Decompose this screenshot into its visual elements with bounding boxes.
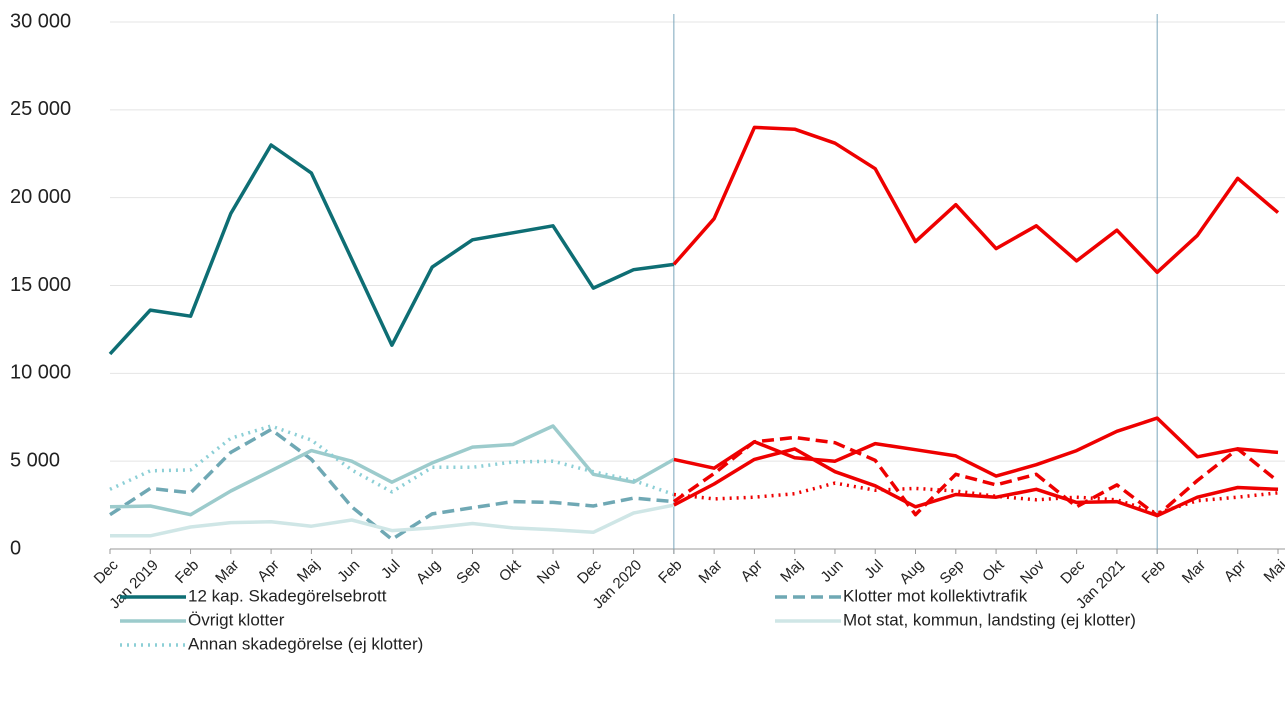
legend-label: Annan skadegörelse (ej klotter) [188, 634, 423, 653]
x-tick-label: Apr [738, 557, 767, 586]
legend-label: Mot stat, kommun, landsting (ej klotter) [843, 610, 1136, 629]
y-tick-label: 25 000 [10, 98, 71, 120]
y-tick-label: 20 000 [10, 186, 71, 208]
legend-label: 12 kap. Skadegörelsebrott [188, 586, 387, 605]
series-line [109, 424, 675, 517]
series-line [673, 447, 1279, 518]
x-tick-label: Aug [896, 557, 927, 588]
x-tick-label: Feb [655, 557, 685, 587]
x-tick-label: Mar [1179, 557, 1209, 587]
y-tick-label: 0 [10, 537, 21, 559]
y-tick-label: 5 000 [10, 449, 60, 471]
x-tick-label: Okt [496, 556, 525, 585]
y-tick-label: 15 000 [10, 274, 71, 296]
legend-label: Övrigt klotter [188, 610, 285, 629]
x-tick-label: Mar [695, 557, 725, 587]
series-line [673, 416, 1279, 478]
series-line [672, 435, 1280, 518]
x-tick-label: Feb [1139, 557, 1169, 587]
x-tick-label: Maj [294, 557, 323, 586]
x-tick-label: Dec [91, 556, 122, 587]
x-tick-label: Dec [574, 556, 605, 587]
x-tick-label: Sep [937, 557, 968, 588]
x-tick-label: Jul [861, 557, 887, 583]
x-tick-label: Apr [1221, 557, 1250, 586]
series-line [108, 143, 675, 356]
series-line [109, 427, 675, 542]
x-tick-label: Apr [254, 557, 283, 586]
x-tick-label: Jun [817, 557, 846, 586]
x-tick-label: Jul [378, 557, 404, 583]
x-tick-label: Maj [777, 557, 806, 586]
x-tick-label: Jun [334, 557, 363, 586]
x-tick-label: Nov [1017, 556, 1048, 587]
series-line [672, 125, 1280, 275]
series-line [110, 503, 675, 538]
x-tick-label: Okt [979, 556, 1008, 585]
legend-label: Klotter mot kollektivtrafik [843, 586, 1028, 605]
y-tick-label: 10 000 [10, 362, 71, 384]
x-tick-label: Mar [212, 557, 242, 587]
x-tick-label: Feb [172, 557, 202, 587]
x-tick-label: Sep [453, 557, 484, 588]
x-tick-label: Aug [413, 557, 444, 588]
x-tick-label: Dec [1057, 556, 1088, 587]
series-line [109, 424, 675, 497]
x-tick-label: Nov [534, 556, 565, 587]
y-tick-label: 30 000 [10, 10, 71, 32]
x-tick-label: Maj [1261, 557, 1285, 586]
